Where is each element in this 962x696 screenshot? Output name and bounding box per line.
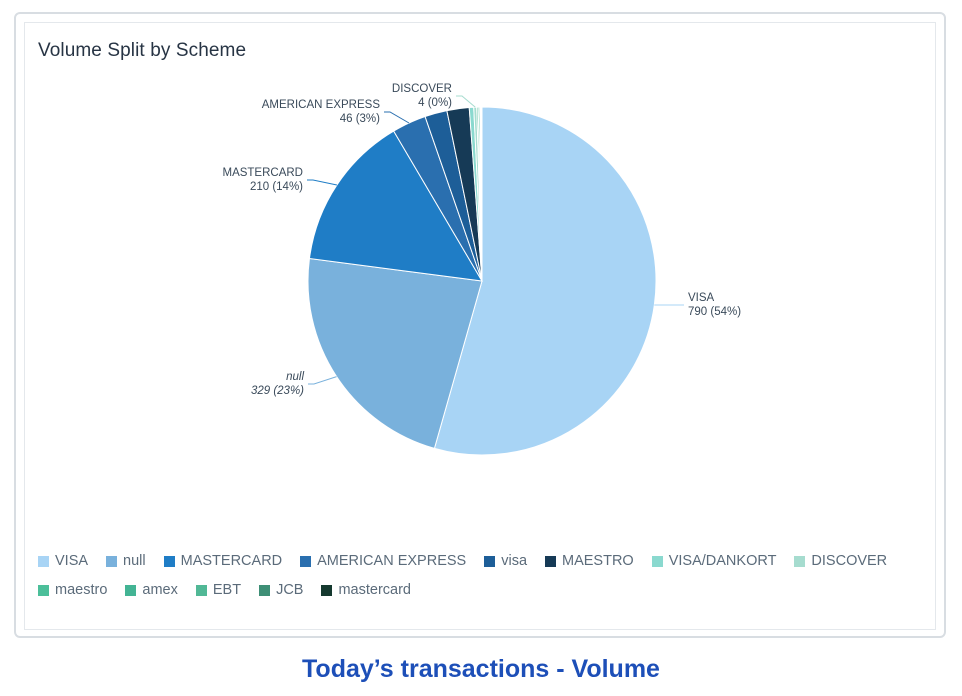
legend-swatch <box>125 584 137 596</box>
legend-item-discover[interactable]: DISCOVER <box>794 552 887 570</box>
legend-swatch <box>163 555 175 567</box>
legend-label: MASTERCARD <box>180 553 283 569</box>
legend-label: AMERICAN EXPRESS <box>317 553 467 569</box>
legend-item-mastercard[interactable]: mastercard <box>321 581 411 599</box>
data-label-null-value: 329 (23%) <box>251 385 304 397</box>
legend-item-american-express[interactable]: AMERICAN EXPRESS <box>300 552 466 570</box>
legend-swatch <box>545 555 557 567</box>
legend-swatch <box>300 555 312 567</box>
legend-item-mastercard[interactable]: MASTERCARD <box>163 552 283 570</box>
legend-swatch <box>794 555 806 567</box>
legend-swatch <box>651 555 663 567</box>
legend-label: EBT <box>212 582 242 598</box>
data-label-null-name: null <box>286 371 304 383</box>
page-caption: Today’s transactions - Volume <box>302 655 660 683</box>
legend-swatch <box>259 584 271 596</box>
data-label-mastercard-value: 210 (14%) <box>250 181 303 193</box>
legend-item-ebt[interactable]: EBT <box>195 581 242 599</box>
legend-label: MAESTRO <box>562 553 634 569</box>
data-label-visa-value: 790 (54%) <box>688 306 741 318</box>
legend-swatch <box>106 555 118 567</box>
pie-slice-mastercard[interactable] <box>480 106 483 282</box>
data-label-discover-value: 4 (0%) <box>418 97 452 109</box>
legend-label: VISA <box>55 553 89 569</box>
legend-item-visa[interactable]: VISA <box>38 552 88 570</box>
legend-label: VISA/DANKORT <box>668 553 777 569</box>
legend-label: visa <box>501 553 528 569</box>
leader-line-mastercard <box>307 179 338 186</box>
legend-item-amex[interactable]: amex <box>125 581 178 599</box>
legend-item-maestro[interactable]: MAESTRO <box>545 552 634 570</box>
legend-label: DISCOVER <box>811 553 888 569</box>
legend-item-maestro[interactable]: maestro <box>38 581 107 599</box>
legend-item-visa-dankort[interactable]: VISA/DANKORT <box>651 552 777 570</box>
legend-label: maestro <box>55 582 108 598</box>
leader-line-discover <box>456 95 476 108</box>
legend-label: JCB <box>276 582 304 598</box>
legend-item-jcb[interactable]: JCB <box>259 581 303 599</box>
legend-label: amex <box>142 582 178 598</box>
chart-legend: VISA null MASTERCARD AMERICAN EXPRESS visa MA… <box>38 552 898 599</box>
legend-item-null[interactable]: null <box>106 552 146 570</box>
pie-slice-mastercard[interactable] <box>308 130 483 282</box>
leader-line-null <box>308 376 337 385</box>
leader-line-american-express <box>384 111 410 124</box>
legend-swatch <box>484 555 496 567</box>
legend-item-visa[interactable]: visa <box>484 552 527 570</box>
chart-title: Volume Split by Scheme <box>38 40 247 61</box>
data-label-visa-name: VISA <box>688 292 715 304</box>
data-label-american-express-value: 46 (3%) <box>340 113 380 125</box>
data-label-mastercard-name: MASTERCARD <box>222 167 303 179</box>
legend-swatch <box>321 584 333 596</box>
pie-slice-visa[interactable] <box>433 106 657 456</box>
pie-slice-null[interactable] <box>307 257 483 449</box>
legend-swatch <box>38 584 49 596</box>
legend-swatch <box>38 555 49 567</box>
data-label-discover-name: DISCOVER <box>392 83 452 95</box>
legend-label: null <box>123 553 146 569</box>
legend-swatch <box>195 584 207 596</box>
data-label-american-express-name: AMERICAN EXPRESS <box>262 99 381 111</box>
legend-label: mastercard <box>338 582 411 598</box>
